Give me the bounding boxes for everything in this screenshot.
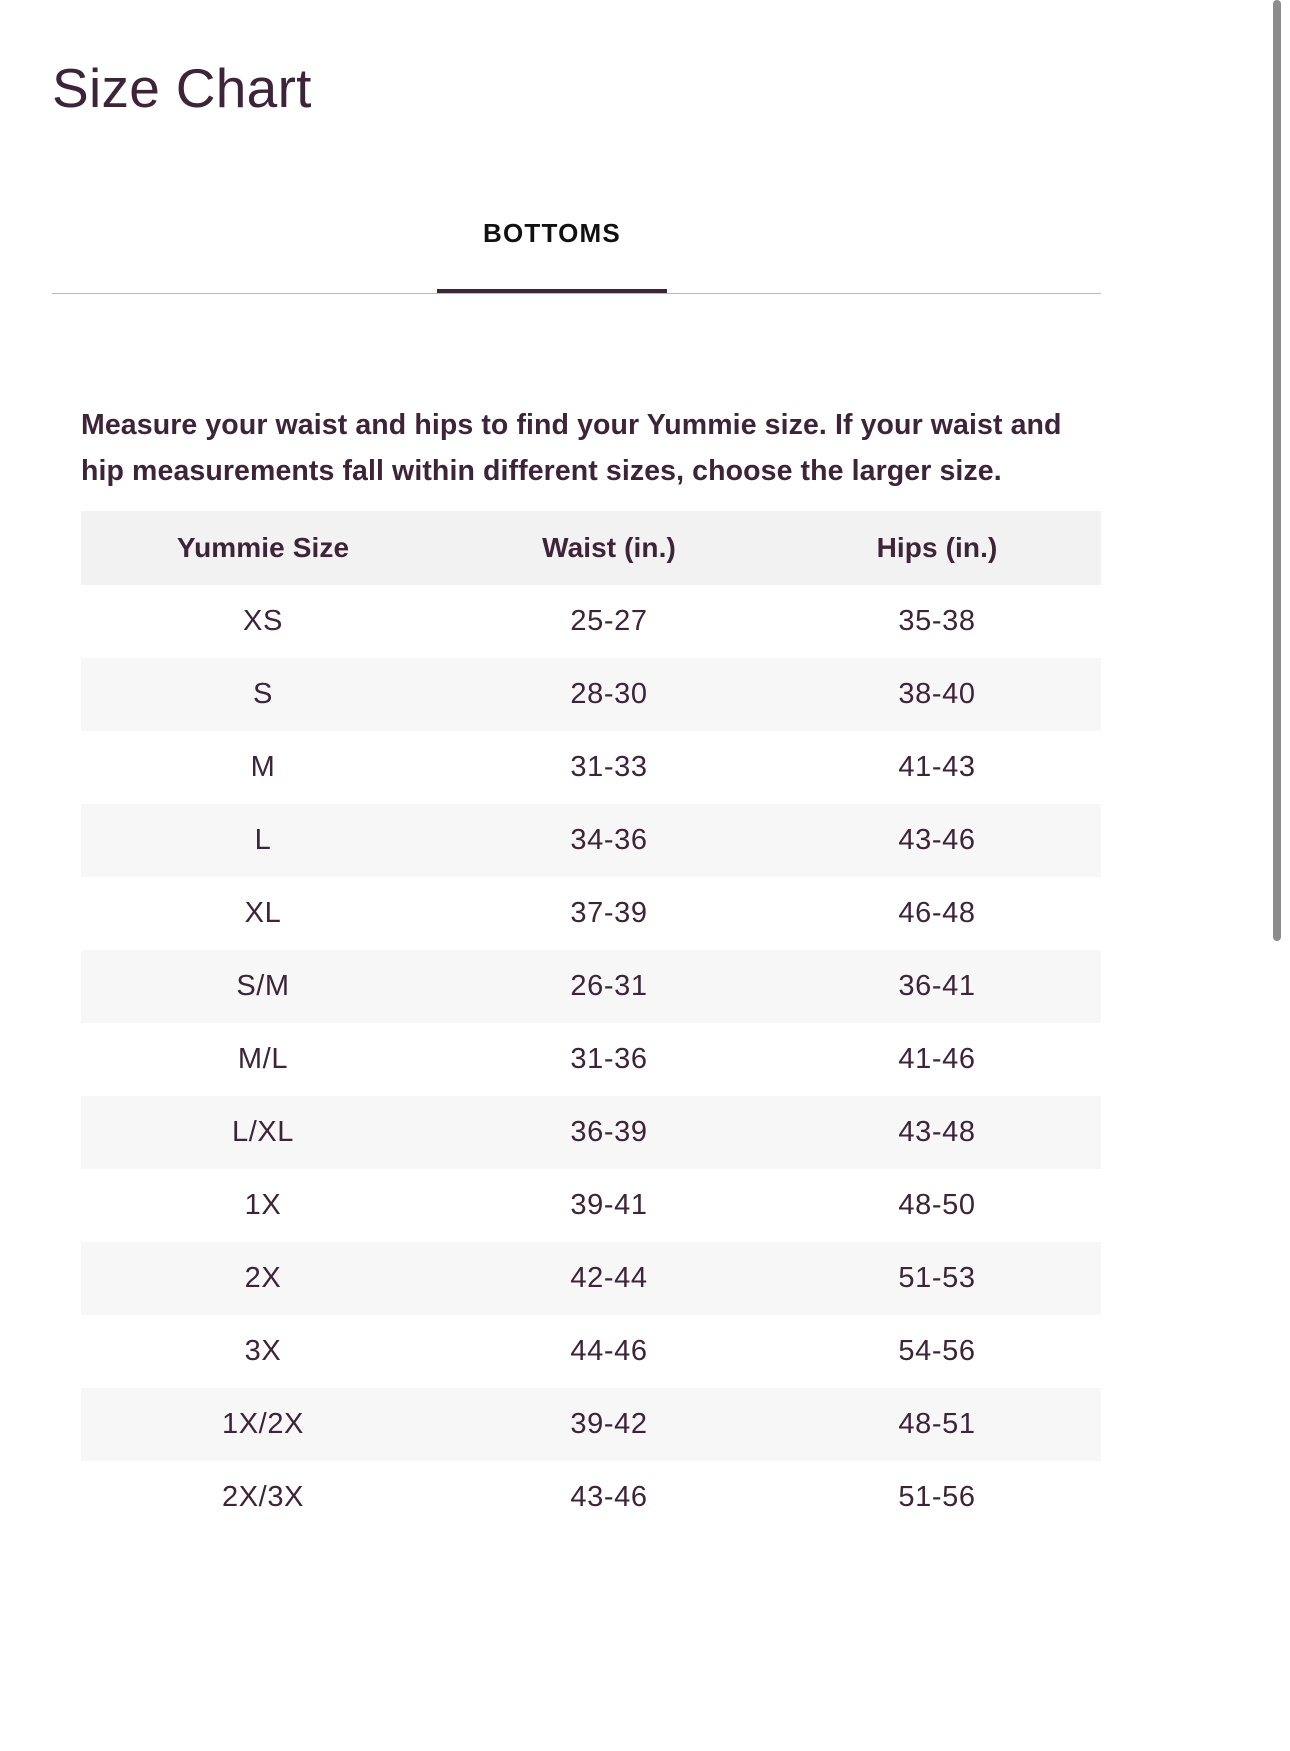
cell-size: 2X/3X bbox=[222, 1481, 304, 1513]
vertical-scrollbar-thumb[interactable] bbox=[1273, 0, 1281, 941]
cell-hips: 41-43 bbox=[898, 751, 976, 783]
cell-size: XL bbox=[244, 897, 282, 929]
column-header-size: Yummie Size bbox=[176, 532, 350, 563]
table-row: 3X 44-46 54-56 bbox=[81, 1315, 1101, 1388]
cell-size: 1X bbox=[244, 1189, 282, 1221]
table-row: 2X/3X 43-46 51-56 bbox=[81, 1461, 1101, 1534]
cell-waist: 28-30 bbox=[570, 678, 648, 710]
cell-size: 2X bbox=[244, 1262, 282, 1294]
table-header-row: Yummie Size Waist (in.) Hips (in.) bbox=[81, 511, 1101, 585]
cell-hips: 43-48 bbox=[898, 1116, 976, 1148]
tab-bottoms-label: BOTTOMS bbox=[483, 218, 621, 248]
cell-hips: 35-38 bbox=[898, 605, 976, 637]
cell-size: XS bbox=[243, 605, 283, 637]
column-header-hips: Hips (in.) bbox=[876, 532, 998, 563]
cell-size: S bbox=[253, 678, 273, 710]
table-row: 2X 42-44 51-53 bbox=[81, 1242, 1101, 1315]
cell-hips: 48-51 bbox=[898, 1408, 976, 1440]
cell-size: M/L bbox=[237, 1043, 289, 1075]
cell-size: 3X bbox=[244, 1335, 282, 1367]
cell-size: M bbox=[250, 751, 276, 783]
cell-hips: 36-41 bbox=[898, 970, 976, 1002]
vertical-scrollbar-track[interactable] bbox=[1266, 0, 1290, 1751]
cell-waist: 44-46 bbox=[570, 1335, 648, 1367]
page-title: Size Chart bbox=[52, 56, 312, 119]
table-row: S/M 26-31 36-41 bbox=[81, 950, 1101, 1023]
intro-paragraph: Measure your waist and hips to find your… bbox=[81, 408, 1062, 487]
cell-waist: 43-46 bbox=[570, 1481, 648, 1513]
cell-size: L bbox=[254, 824, 272, 856]
cell-size: L/XL bbox=[231, 1116, 295, 1148]
table-row: L/XL 36-39 43-48 bbox=[81, 1096, 1101, 1169]
table-row: 1X/2X 39-42 48-51 bbox=[81, 1388, 1101, 1461]
table-row: M 31-33 41-43 bbox=[81, 731, 1101, 804]
size-chart-table: Yummie Size Waist (in.) Hips (in.) XS 25-… bbox=[81, 511, 1101, 1534]
cell-waist: 37-39 bbox=[570, 897, 648, 929]
cell-hips: 48-50 bbox=[898, 1189, 976, 1221]
cell-waist: 34-36 bbox=[570, 824, 648, 856]
cell-hips: 38-40 bbox=[898, 678, 976, 710]
column-header-waist: Waist (in.) bbox=[542, 532, 676, 563]
cell-hips: 54-56 bbox=[898, 1335, 976, 1367]
cell-hips: 41-46 bbox=[898, 1043, 976, 1075]
table-row: 1X 39-41 48-50 bbox=[81, 1169, 1101, 1242]
table-row: S 28-30 38-40 bbox=[81, 658, 1101, 731]
cell-waist: 39-42 bbox=[570, 1408, 648, 1440]
tab-bar: BOTTOMS bbox=[52, 212, 1101, 294]
table-body: XS 25-27 35-38 S 28-30 38-40 M 31-33 41-43 L 34-36… bbox=[81, 585, 1101, 1534]
tab-bar-divider bbox=[52, 293, 1101, 294]
cell-size: S/M bbox=[236, 970, 290, 1002]
table-header: Yummie Size Waist (in.) Hips (in.) bbox=[81, 511, 1101, 585]
cell-waist: 39-41 bbox=[570, 1189, 648, 1221]
tab-active-indicator bbox=[437, 289, 667, 294]
table-row: XL 37-39 46-48 bbox=[81, 877, 1101, 950]
cell-waist: 26-31 bbox=[570, 970, 648, 1002]
cell-hips: 43-46 bbox=[898, 824, 976, 856]
cell-waist: 42-44 bbox=[570, 1262, 648, 1294]
cell-waist: 25-27 bbox=[570, 605, 648, 637]
table-row: L 34-36 43-46 bbox=[81, 804, 1101, 877]
table-row: M/L 31-36 41-46 bbox=[81, 1023, 1101, 1096]
cell-hips: 51-53 bbox=[898, 1262, 976, 1294]
table-row: XS 25-27 35-38 bbox=[81, 585, 1101, 658]
cell-size: 1X/2X bbox=[222, 1408, 304, 1440]
cell-hips: 51-56 bbox=[898, 1481, 976, 1513]
cell-waist: 36-39 bbox=[570, 1116, 648, 1148]
cell-waist: 31-33 bbox=[570, 751, 648, 783]
tab-bottoms[interactable]: BOTTOMS bbox=[437, 212, 667, 294]
cell-waist: 31-36 bbox=[570, 1043, 648, 1075]
cell-hips: 46-48 bbox=[898, 897, 976, 929]
